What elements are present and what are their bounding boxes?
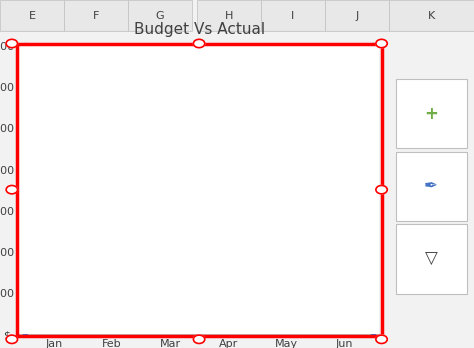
Text: G: G xyxy=(155,11,164,21)
Point xyxy=(370,42,377,48)
FancyBboxPatch shape xyxy=(395,224,467,294)
Point xyxy=(370,290,377,295)
Point xyxy=(370,166,377,172)
FancyBboxPatch shape xyxy=(395,79,467,149)
FancyBboxPatch shape xyxy=(64,0,128,31)
Point xyxy=(21,249,28,254)
Point xyxy=(370,249,377,254)
Bar xyxy=(34,95,54,334)
Text: J: J xyxy=(355,11,358,21)
Point xyxy=(370,207,377,213)
Text: F: F xyxy=(93,11,99,21)
Point xyxy=(21,84,28,89)
Bar xyxy=(324,93,344,334)
Point xyxy=(21,125,28,130)
Point xyxy=(21,42,28,48)
Point xyxy=(21,207,28,213)
Text: ▽: ▽ xyxy=(425,250,438,268)
Bar xyxy=(286,72,307,334)
Bar xyxy=(228,82,248,334)
Bar xyxy=(150,128,170,334)
Bar xyxy=(344,101,365,334)
Bar xyxy=(91,76,112,334)
Text: H: H xyxy=(225,11,233,21)
Text: I: I xyxy=(291,11,294,21)
FancyBboxPatch shape xyxy=(261,0,325,31)
FancyBboxPatch shape xyxy=(128,0,192,31)
FancyBboxPatch shape xyxy=(395,152,467,221)
Text: K: K xyxy=(428,11,435,21)
FancyBboxPatch shape xyxy=(325,0,389,31)
FancyBboxPatch shape xyxy=(0,0,64,31)
Text: +: + xyxy=(424,105,438,122)
Bar xyxy=(112,80,132,334)
Bar xyxy=(266,87,286,334)
Point xyxy=(370,125,377,130)
Point xyxy=(21,166,28,172)
Point xyxy=(21,331,28,337)
Point xyxy=(370,331,377,337)
FancyBboxPatch shape xyxy=(197,0,261,31)
Point xyxy=(21,290,28,295)
Text: E: E xyxy=(28,11,36,21)
Bar xyxy=(54,130,74,334)
Bar xyxy=(208,67,228,334)
Point xyxy=(370,84,377,89)
FancyBboxPatch shape xyxy=(389,0,474,31)
Title: Budget Vs Actual: Budget Vs Actual xyxy=(134,22,264,37)
Text: ✒: ✒ xyxy=(424,177,438,196)
Bar xyxy=(170,116,191,334)
